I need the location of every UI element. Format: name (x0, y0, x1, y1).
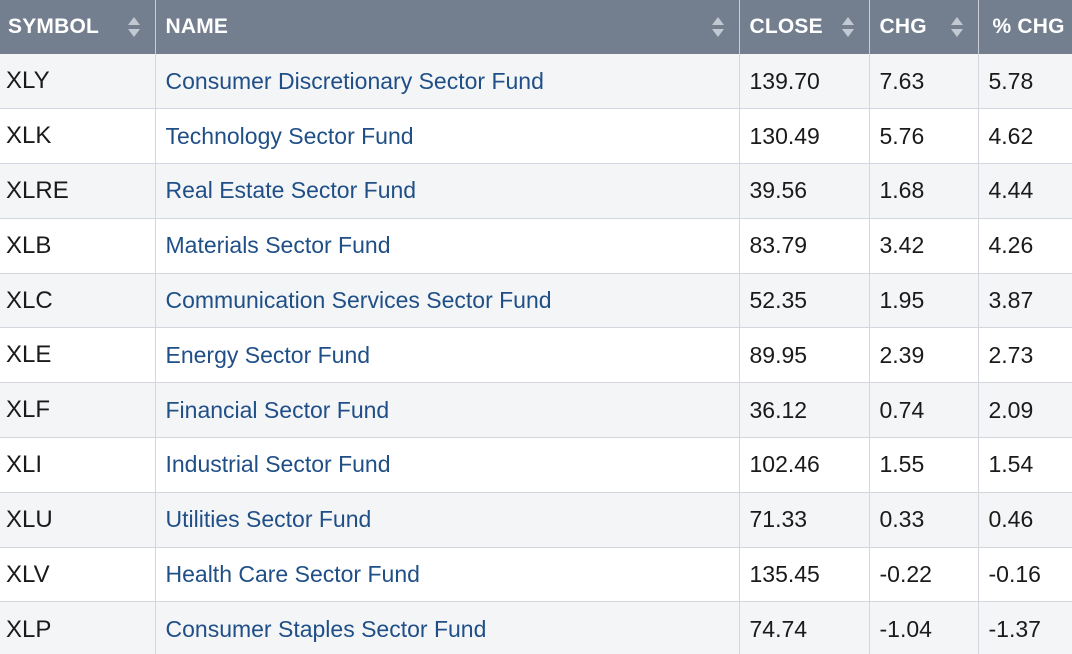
chg-cell: -1.04 (869, 601, 979, 654)
column-header-label: CHG (879, 15, 927, 38)
close-cell: 89.95 (739, 327, 870, 383)
symbol-cell: XLU (0, 492, 156, 548)
header-row: SYMBOL NAME CLOSE CHG (0, 0, 1072, 54)
chg-cell: 2.39 (869, 327, 979, 383)
fund-name-link[interactable]: Health Care Sector Fund (165, 561, 420, 588)
name-cell: Financial Sector Fund (155, 382, 740, 438)
fund-name-link[interactable]: Technology Sector Fund (165, 122, 414, 149)
close-cell: 39.56 (739, 163, 870, 219)
close-cell: 102.46 (739, 437, 870, 493)
fund-name-link[interactable]: Materials Sector Fund (165, 232, 391, 259)
pct-chg-cell: 4.26 (988, 232, 1034, 259)
fund-name-link[interactable]: Real Estate Sector Fund (165, 177, 417, 204)
symbol-cell: XLI (0, 437, 156, 493)
name-cell: Technology Sector Fund (155, 108, 740, 164)
table-row: XLC Communication Services Sector Fund 5… (0, 273, 1072, 328)
name-cell: Energy Sector Fund (155, 327, 740, 383)
symbol-cell: XLB (0, 218, 156, 274)
name-cell: Consumer Staples Sector Fund (155, 601, 740, 654)
chg-cell: 1.68 (869, 163, 979, 219)
chg-cell: 7.63 (869, 54, 979, 109)
pct-chg-cell: 4.62 (988, 122, 1034, 149)
chg-cell: 1.55 (869, 437, 979, 493)
symbol-cell: XLV (0, 547, 156, 602)
sort-icon[interactable] (950, 16, 964, 38)
table-row: XLP Consumer Staples Sector Fund 74.74 -… (0, 601, 1072, 654)
pct-chg-cell: -0.16 (988, 561, 1041, 588)
table-header: SYMBOL NAME CLOSE CHG (0, 0, 1072, 54)
table-row: XLI Industrial Sector Fund 102.46 1.55 1… (0, 437, 1072, 493)
fund-name-link[interactable]: Financial Sector Fund (165, 396, 390, 423)
name-cell: Materials Sector Fund (155, 218, 740, 274)
pct-chg-cell: 2.09 (988, 396, 1034, 423)
close-cell: 71.33 (739, 492, 870, 548)
chg-cell: -0.22 (869, 547, 979, 602)
table-row: XLE Energy Sector Fund 89.95 2.39 2.73 (0, 327, 1072, 383)
table-row: XLRE Real Estate Sector Fund 39.56 1.68 … (0, 163, 1072, 219)
symbol-cell: XLP (0, 601, 156, 654)
chg-cell: 0.33 (869, 492, 979, 548)
symbol-cell: XLF (0, 382, 156, 438)
pct-chg-cell: 2.73 (988, 341, 1034, 368)
column-header-chg[interactable]: CHG (869, 0, 979, 54)
table-row: XLV Health Care Sector Fund 135.45 -0.22… (0, 547, 1072, 602)
symbol-cell: XLC (0, 273, 156, 328)
name-cell: Utilities Sector Fund (155, 492, 740, 548)
sort-icon[interactable] (127, 16, 141, 38)
column-header-label: % CHG (992, 15, 1065, 38)
name-cell: Industrial Sector Fund (155, 437, 740, 493)
pct-chg-cell: -1.37 (988, 616, 1041, 643)
chg-cell: 3.42 (869, 218, 979, 274)
fund-name-link[interactable]: Consumer Staples Sector Fund (165, 616, 487, 643)
symbol-cell: XLE (0, 327, 156, 383)
symbol-cell: XLK (0, 108, 156, 164)
close-cell: 74.74 (739, 601, 870, 654)
name-cell: Health Care Sector Fund (155, 547, 740, 602)
table-body: XLY Consumer Discretionary Sector Fund 1… (0, 54, 1072, 654)
column-header-close[interactable]: CLOSE (739, 0, 870, 54)
sort-icon[interactable] (711, 16, 725, 38)
close-cell: 135.45 (739, 547, 870, 602)
close-cell: 139.70 (739, 54, 870, 109)
table-row: XLU Utilities Sector Fund 71.33 0.33 0.4… (0, 492, 1072, 548)
name-cell: Communication Services Sector Fund (155, 273, 740, 328)
symbol-cell: XLRE (0, 163, 156, 219)
pct-chg-cell: 1.54 (988, 451, 1034, 478)
chg-cell: 1.95 (869, 273, 979, 328)
close-cell: 52.35 (739, 273, 870, 328)
table-row: XLB Materials Sector Fund 83.79 3.42 4.2… (0, 218, 1072, 274)
close-cell: 130.49 (739, 108, 870, 164)
table-row: XLF Financial Sector Fund 36.12 0.74 2.0… (0, 382, 1072, 438)
close-cell: 36.12 (739, 382, 870, 438)
chg-cell: 5.76 (869, 108, 979, 164)
pct-chg-cell: 3.87 (988, 287, 1034, 314)
column-header-pct-chg[interactable]: % CHG (978, 0, 1072, 54)
pct-chg-cell: 0.46 (988, 506, 1034, 533)
symbol-cell: XLY (0, 54, 156, 109)
fund-name-link[interactable]: Communication Services Sector Fund (165, 287, 552, 314)
close-cell: 83.79 (739, 218, 870, 274)
name-cell: Real Estate Sector Fund (155, 163, 740, 219)
fund-name-link[interactable]: Industrial Sector Fund (165, 451, 391, 478)
pct-chg-cell: 4.44 (988, 177, 1034, 204)
column-header-label: SYMBOL (8, 15, 100, 38)
sort-icon[interactable] (841, 16, 855, 38)
column-header-name[interactable]: NAME (155, 0, 740, 54)
name-cell: Consumer Discretionary Sector Fund (155, 54, 740, 109)
table-row: XLK Technology Sector Fund 130.49 5.76 4… (0, 108, 1072, 164)
table-row: XLY Consumer Discretionary Sector Fund 1… (0, 54, 1072, 109)
fund-name-link[interactable]: Utilities Sector Fund (165, 506, 372, 533)
pct-chg-cell: 5.78 (988, 67, 1034, 94)
column-header-label: NAME (165, 15, 229, 38)
fund-name-link[interactable]: Consumer Discretionary Sector Fund (165, 67, 544, 94)
column-header-symbol[interactable]: SYMBOL (0, 0, 156, 54)
fund-name-link[interactable]: Energy Sector Fund (165, 341, 371, 368)
column-header-label: CLOSE (749, 15, 823, 38)
chg-cell: 0.74 (869, 382, 979, 438)
